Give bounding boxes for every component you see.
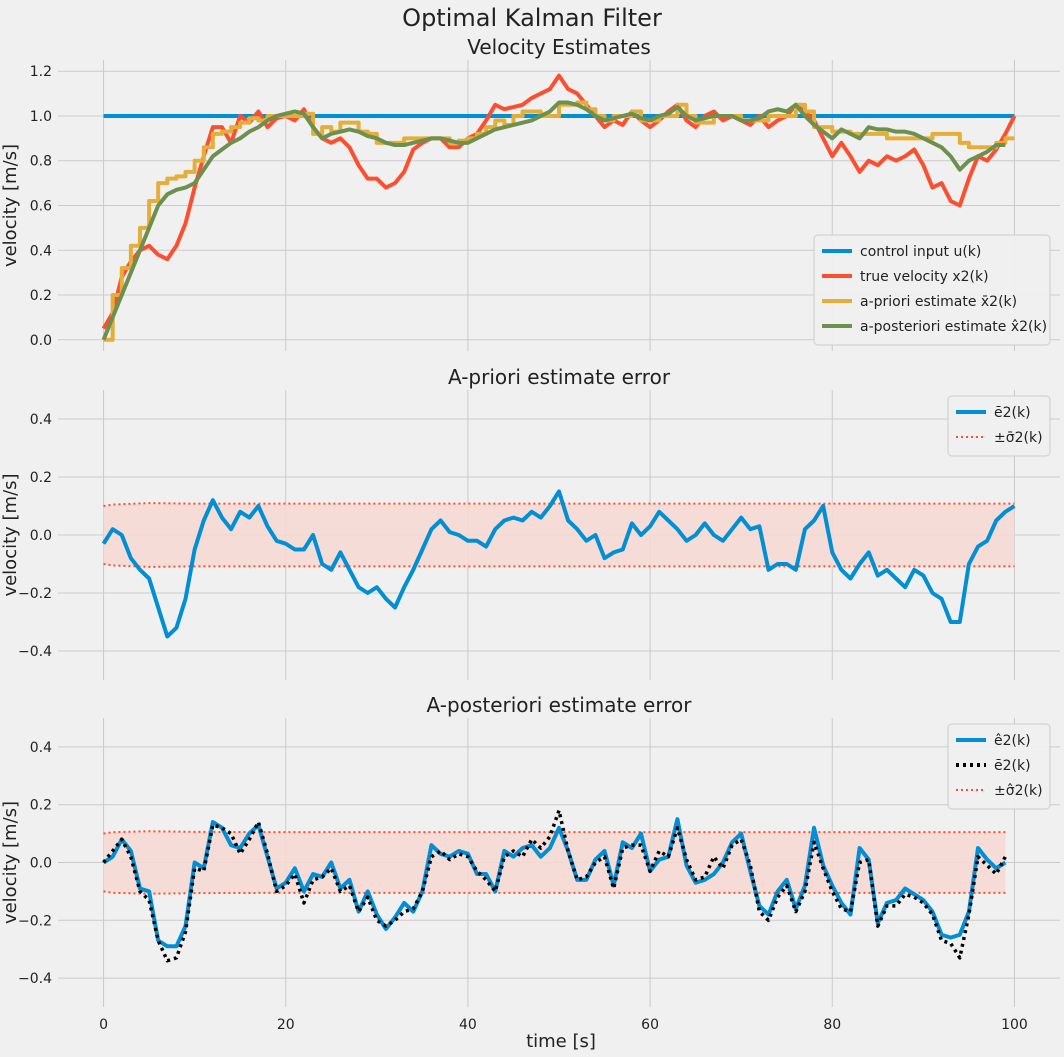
x-tick-label: 0 xyxy=(99,1017,108,1033)
series-line-2 xyxy=(103,100,1015,342)
panels: 0.0 0.2 0.4 0.6 0.8 1.0 1.2 Velocity Estimates v… xyxy=(0,35,1060,1033)
y-tick-label: −0.2 xyxy=(18,913,52,929)
y-tick-label: 0.4 xyxy=(30,412,52,428)
y-tick-label: −0.2 xyxy=(18,586,52,602)
x-tick-label: 40 xyxy=(459,1017,477,1033)
x-axis-label: time [s] xyxy=(526,1031,596,1052)
y-tick-label: 0.0 xyxy=(30,528,52,544)
series-line-3 xyxy=(101,100,1006,341)
sigma-upper-line xyxy=(103,830,1006,835)
legend-label: ±σ̄2(k) xyxy=(994,430,1043,446)
y-tick-label: 0.2 xyxy=(30,288,52,304)
y-axis-label: velocity [m/s] xyxy=(0,801,21,924)
y-tick-label: 0.0 xyxy=(30,333,52,349)
chart-panel-1: −0.4 −0.2 0.0 0.2 0.4 A-priori estimate error… xyxy=(0,365,1060,680)
legend-box xyxy=(947,723,1051,810)
figure-title: Optimal Kalman Filter xyxy=(402,4,662,32)
y-tick-label: 0.6 xyxy=(30,199,52,215)
sigma-band-fill xyxy=(103,503,1015,567)
legend-label: a-posteriori estimate x̂2(k) xyxy=(860,319,1047,335)
y-tick-label: 0.4 xyxy=(30,740,52,756)
x-tick-label: 20 xyxy=(277,1017,295,1033)
sigma-lower-line xyxy=(103,563,1015,568)
sigma-upper-line xyxy=(103,502,1015,507)
y-tick-label: −0.4 xyxy=(18,644,52,660)
legend-label: ē2(k) xyxy=(994,405,1031,421)
y-tick-label: 0.0 xyxy=(30,856,52,872)
series-line-1 xyxy=(101,73,1017,330)
legend-label: control input u(k) xyxy=(860,244,981,260)
legend-label: ±σ̂2(k) xyxy=(994,783,1043,799)
y-tick-label: 0.2 xyxy=(30,470,52,486)
legend: ē2(k) ±σ̄2(k) xyxy=(947,395,1051,457)
legend-label: ē2(k) xyxy=(994,758,1031,774)
chart-panel-2: −0.4 −0.2 0.0 0.2 0.4 0 20 40 60 80 100 A-posterior… xyxy=(0,693,1060,1033)
x-tick-label: 100 xyxy=(1001,1017,1028,1033)
y-tick-label: 0.2 xyxy=(30,798,52,814)
legend-label: true velocity x2(k) xyxy=(860,269,989,285)
chart-panel-0: 0.0 0.2 0.4 0.6 0.8 1.0 1.2 Velocity Estimates v… xyxy=(0,35,1060,351)
chart-title: A-priori estimate error xyxy=(448,365,671,389)
legend-box xyxy=(813,234,1051,346)
y-tick-label: 0.8 xyxy=(30,154,52,170)
x-tick-label: 80 xyxy=(823,1017,841,1033)
legend: ê2(k) ē2(k) ±σ̂2(k) xyxy=(947,723,1051,810)
x-tick-label: 60 xyxy=(641,1017,659,1033)
legend-label: a-priori estimate x̄2(k) xyxy=(860,294,1017,310)
sigma-band-fill xyxy=(103,831,1006,894)
series-line-0 xyxy=(101,489,1016,639)
y-tick-label: 0.4 xyxy=(30,243,52,259)
y-axis-label: velocity [m/s] xyxy=(0,473,21,596)
sigma-lower-line xyxy=(103,890,1006,895)
chart-title: A-posteriori estimate error xyxy=(427,693,693,717)
legend-label: ê2(k) xyxy=(994,733,1031,749)
y-axis-label: velocity [m/s] xyxy=(0,144,21,267)
y-tick-label: 1.0 xyxy=(30,109,52,125)
y-tick-label: −0.4 xyxy=(18,971,52,987)
y-tick-label: 1.2 xyxy=(30,64,52,80)
legend: control input u(k) true velocity x2(k) a-p… xyxy=(813,234,1051,346)
chart-title: Velocity Estimates xyxy=(467,35,651,59)
